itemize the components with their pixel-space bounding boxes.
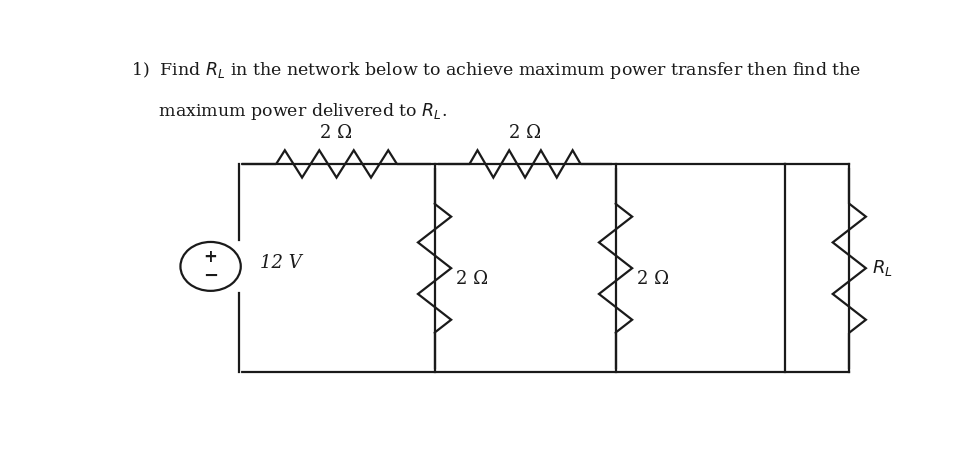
Text: 2 Ω: 2 Ω [509, 124, 541, 142]
Text: $R_L$: $R_L$ [872, 258, 892, 278]
Text: 12 V: 12 V [260, 254, 302, 272]
Text: +: + [203, 248, 218, 266]
Text: 2 Ω: 2 Ω [636, 270, 668, 288]
Text: maximum power delivered to $R_L$.: maximum power delivered to $R_L$. [130, 101, 447, 122]
Text: 2 Ω: 2 Ω [320, 124, 352, 142]
Text: 1)  Find $R_L$ in the network below to achieve maximum power transfer then find : 1) Find $R_L$ in the network below to ac… [130, 60, 861, 81]
Text: 2 Ω: 2 Ω [455, 270, 487, 288]
Text: −: − [203, 267, 218, 285]
